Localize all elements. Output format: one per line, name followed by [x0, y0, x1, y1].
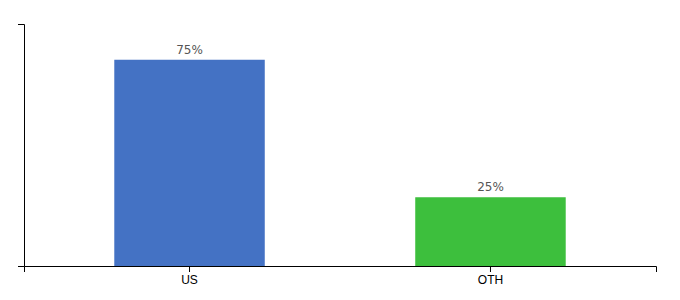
bars: [114, 60, 565, 266]
x-axis: US OTH: [25, 266, 657, 287]
x-tick-mark: [189, 266, 190, 272]
x-tick: US: [181, 266, 198, 287]
chart-container: US OTH 75% 25%: [0, 0, 680, 300]
bar: [114, 60, 264, 266]
x-tick-label: US: [181, 273, 198, 287]
bar: [415, 197, 565, 266]
y-axis-line: [18, 25, 25, 267]
data-label: 75%: [176, 43, 203, 57]
x-axis-line: [25, 267, 657, 273]
data-labels: 75% 25%: [176, 43, 504, 195]
plot: US OTH 75% 25%: [18, 25, 657, 287]
x-tick-label: OTH: [478, 273, 503, 287]
chart: US OTH 75% 25%: [0, 0, 680, 300]
data-label: 25%: [477, 180, 504, 194]
x-tick-mark: [490, 266, 491, 272]
x-tick: OTH: [478, 266, 503, 287]
y-axis: [18, 25, 25, 267]
